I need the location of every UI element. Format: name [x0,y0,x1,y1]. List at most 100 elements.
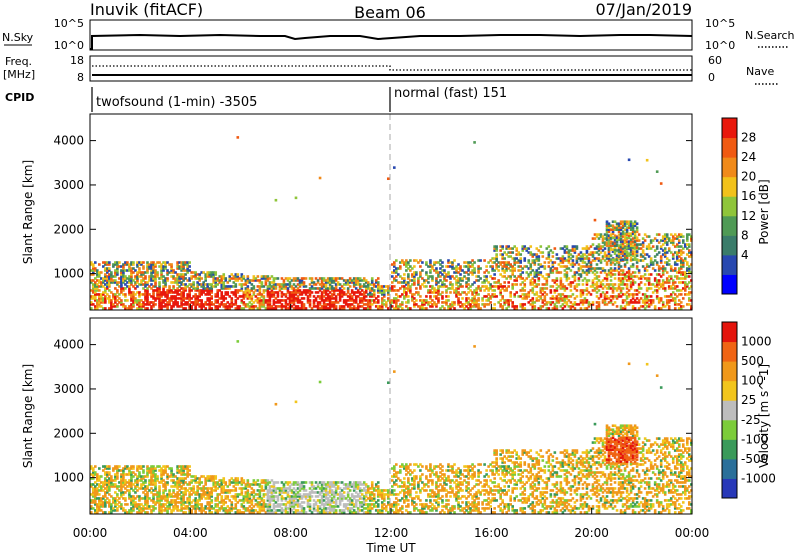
echo-cell [324,289,328,292]
echo-cell [577,303,581,306]
echo-cell [214,503,218,506]
echo-cell [296,297,300,300]
echo-cell [679,259,683,262]
echo-cell [657,265,661,268]
echo-cell [655,233,659,236]
echo-cell [182,507,185,510]
echo-cell [533,259,537,262]
echo-cell [395,299,398,302]
echo-cell [234,495,238,498]
echo-cell [280,283,284,286]
echo-cell [503,263,506,266]
echo-cell [505,263,508,266]
echo-cell [677,303,681,306]
echo-cell [180,303,183,306]
echo-cell [202,289,205,292]
echo-cell [354,277,358,280]
echo-cell [160,303,163,306]
echo-cell [120,491,123,494]
echo-cell [150,477,153,480]
echo-cell [571,275,575,278]
echo-cell [461,269,464,272]
echo-cell [663,235,667,238]
echo-cell [657,301,661,304]
echo-cell [120,273,123,276]
echo-cell [585,299,589,302]
echo-cell [152,289,155,292]
echo-cell [411,279,414,282]
echo-cell [471,293,474,296]
echo-cell [102,481,105,484]
echo-cell [224,481,228,484]
echo-cell [120,493,123,496]
echo-cell [639,277,643,280]
echo-cell [224,491,228,494]
echo-cell [633,232,637,235]
echo-cell [513,245,517,248]
echo-cell [603,269,607,272]
echo-cell [196,503,199,506]
echo-cell [503,285,506,288]
echo-cell [288,305,292,308]
echo-cell [300,301,304,304]
echo-cell [200,489,203,492]
echo-cell [132,299,135,302]
echo-cell [164,303,167,306]
echo-cell [573,307,577,310]
echo-cell [210,297,214,300]
nsky-panel: N.Sky 10^5 10^0 10^5 10^0 N.Search [2,17,795,52]
echo-cell [617,293,621,296]
echo-cell [621,258,625,261]
echo-cell [589,263,593,266]
echo-cell [409,307,412,310]
echo-cell [647,247,651,250]
echo-cell [114,473,117,476]
echo-cell [435,261,438,264]
echo-cell [238,295,242,298]
echo-cell [252,511,256,514]
echo-cell [342,287,346,290]
echo-cell [122,471,125,474]
echo-cell [617,273,621,276]
echo-cell [114,465,117,468]
echo-cell [104,289,107,292]
echo-cell [94,293,97,296]
echo-cell [154,467,157,470]
echo-cell [186,303,189,306]
echo-cell [210,285,214,288]
echo-cell [366,307,370,310]
echo-cell [421,269,424,272]
echo-cell [615,249,619,252]
echo-cell [555,279,559,282]
echo-cell [399,295,402,298]
echo-cell [393,285,396,288]
echo-cell [655,291,659,294]
echo-cell [246,485,250,488]
echo-cell [132,471,135,474]
echo-cell [531,301,535,304]
echo-cell [362,293,366,296]
echo-cell [497,287,500,290]
echo-cell [553,303,557,306]
echo-cell [575,259,579,262]
echo-cell [100,283,103,286]
date-title: 07/Jan/2019 [595,0,692,19]
echo-cell [150,263,153,266]
echo-cell [184,273,187,276]
echo-cell [152,473,155,476]
echo-cell [407,299,410,302]
echo-cell [180,265,183,268]
echo-cell [599,283,603,286]
echo-cell [519,275,523,278]
echo-cell [188,297,191,300]
echo-cell [593,277,597,280]
echo-cell [184,481,187,484]
echo-cell [643,293,647,296]
echo-cell [507,275,510,278]
echo-cell [599,235,603,238]
echo-cell [334,307,338,310]
echo-cell [146,467,149,470]
echo-cell [198,507,201,510]
echo-cell [579,267,583,270]
echo-cell [162,285,165,288]
